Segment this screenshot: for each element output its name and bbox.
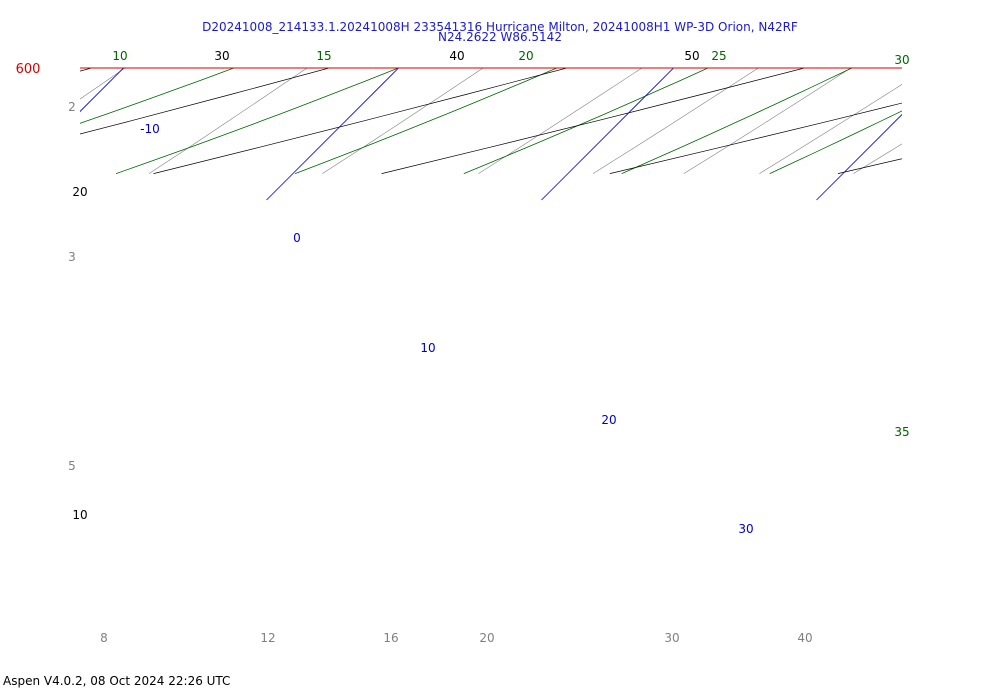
moist-adiabat-label: 35 — [894, 425, 909, 439]
dry-adiabat-line — [154, 0, 1000, 174]
isotherm-line — [817, 0, 1000, 200]
isotherm-label: -10 — [140, 122, 160, 136]
dry-adiabat-label: 50 — [684, 49, 699, 63]
dry-adiabat-label: 40 — [449, 49, 464, 63]
dry-adiabat-line — [382, 0, 1000, 174]
mixing-ratio-label: 30 — [664, 631, 679, 645]
moist-adiabat-label: 30 — [894, 53, 909, 67]
mixing-ratio-lines — [0, 0, 1000, 174]
mixing-ratio-line — [977, 0, 1000, 174]
dry-adiabat-label: 10 — [72, 508, 87, 522]
mixing-ratio-label: 2 — [68, 100, 76, 114]
mixing-ratio-line — [0, 0, 790, 174]
dry-adiabat-label: 20 — [72, 185, 87, 199]
mixing-ratio-label: 12 — [260, 631, 275, 645]
isotherm-line — [0, 0, 234, 200]
moist-adiabat-label: 10 — [112, 49, 127, 63]
dry-adiabat-line — [0, 0, 1000, 174]
moist-adiabat-line — [909, 0, 1000, 174]
dry-adiabat-line — [0, 0, 918, 174]
isotherm-line — [0, 0, 784, 200]
mixing-ratio-line — [479, 0, 1000, 174]
isotherm-label: 0 — [293, 231, 301, 245]
mixing-ratio-line — [0, 0, 937, 174]
moist-adiabat-line — [0, 0, 1000, 174]
mixing-ratio-line — [759, 0, 1000, 174]
isobars — [80, 0, 902, 68]
mixing-ratio-label: 40 — [797, 631, 812, 645]
isotherm-label: 20 — [601, 413, 616, 427]
moist-adiabat-line — [295, 0, 1000, 174]
moist-adiabat-line — [0, 0, 1000, 174]
mixing-ratio-line — [149, 0, 1000, 174]
mixing-ratio-label: 5 — [68, 459, 76, 473]
moist-adiabat-line — [770, 0, 1000, 174]
isotherms — [0, 0, 1000, 200]
mixing-ratio-label: 3 — [68, 250, 76, 264]
moist-adiabat-label: 20 — [518, 49, 533, 63]
isotherm-line — [542, 0, 1000, 200]
isotherm-label: 30 — [738, 522, 753, 536]
moist-adiabat-label: 15 — [316, 49, 331, 63]
isotherm-line — [267, 0, 1000, 200]
dry-adiabat-line — [838, 0, 1000, 174]
dry-adiabat-label: 30 — [214, 49, 229, 63]
dry-adiabats — [0, 0, 1000, 174]
mixing-ratio-label: 16 — [383, 631, 398, 645]
moist-adiabat-line — [622, 0, 1000, 174]
mixing-ratio-line — [853, 0, 1000, 174]
mixing-ratio-line — [931, 0, 1000, 174]
mixing-ratio-label: 8 — [100, 631, 108, 645]
pressure-label: 600 — [16, 62, 41, 77]
moist-adiabat-line — [0, 0, 1000, 174]
mixing-ratio-line — [593, 0, 1000, 174]
dry-adiabat-line — [0, 0, 1000, 174]
moist-adiabat-line — [0, 0, 1000, 174]
dry-adiabat-line — [0, 0, 1000, 174]
dry-adiabat-line — [0, 0, 1000, 174]
moist-adiabat-line — [116, 0, 1000, 174]
mixing-ratio-label: 20 — [479, 631, 494, 645]
moist-adiabat-line — [0, 0, 1000, 174]
dry-adiabat-line — [610, 0, 1000, 174]
dry-adiabat-line — [0, 0, 1000, 174]
moist-adiabat-label: 25 — [711, 49, 726, 63]
footer-text: Aspen V4.0.2, 08 Oct 2024 22:26 UTC — [3, 674, 230, 688]
moist-adiabats — [0, 0, 1000, 174]
isotherm-line — [0, 0, 509, 200]
mixing-ratio-line — [0, 0, 554, 174]
diagram-labels: 6007008009001000-10010203030405020101015… — [11, 0, 909, 645]
isotherm-label: 10 — [420, 341, 435, 355]
